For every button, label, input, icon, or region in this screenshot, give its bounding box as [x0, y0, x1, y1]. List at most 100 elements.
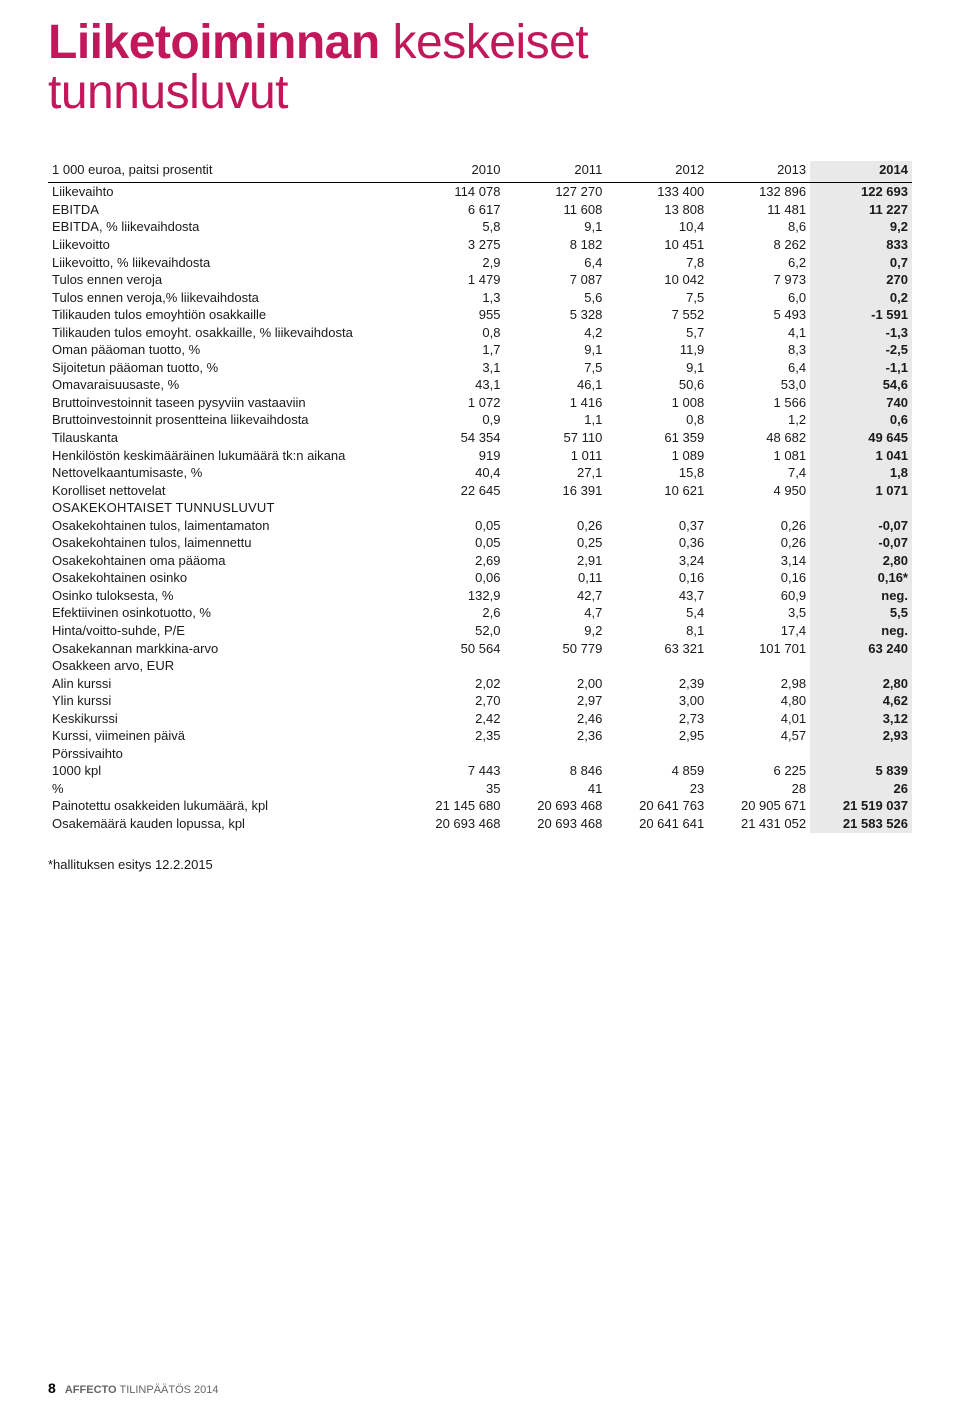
- cell: [606, 745, 708, 763]
- cell-current: neg.: [810, 587, 912, 605]
- cell: 3,24: [606, 552, 708, 570]
- footer-brand: AFFECTO: [65, 1384, 117, 1396]
- cell: 7 552: [606, 306, 708, 324]
- cell: 2,97: [504, 692, 606, 710]
- cell: 3,1: [403, 359, 505, 377]
- cell: 2,39: [606, 675, 708, 693]
- cell: 8,1: [606, 622, 708, 640]
- year-col-current: 2014: [810, 161, 912, 183]
- cell: 40,4: [403, 464, 505, 482]
- cell-current: 26: [810, 780, 912, 798]
- cell: 0,8: [606, 411, 708, 429]
- cell: 57 110: [504, 429, 606, 447]
- cell: 9,1: [504, 341, 606, 359]
- cell: 4,7: [504, 604, 606, 622]
- cell: 9,1: [504, 218, 606, 236]
- page-number: 8: [48, 1380, 56, 1396]
- cell-current: 5,5: [810, 604, 912, 622]
- cell: 5,4: [606, 604, 708, 622]
- cell: 20 693 468: [504, 815, 606, 833]
- cell: 20 641 763: [606, 797, 708, 815]
- cell: 43,7: [606, 587, 708, 605]
- unit-label: 1 000 euroa, paitsi prosentit: [48, 161, 403, 183]
- cell: 0,25: [504, 534, 606, 552]
- cell-current: 9,2: [810, 218, 912, 236]
- cell: 41: [504, 780, 606, 798]
- cell: 4,1: [708, 324, 810, 342]
- cell-current: 2,80: [810, 552, 912, 570]
- row-label: Kurssi, viimeinen päivä: [48, 727, 403, 745]
- row-label: Keskikurssi: [48, 710, 403, 728]
- cell: 2,02: [403, 675, 505, 693]
- cell: 4,01: [708, 710, 810, 728]
- cell: 1,7: [403, 341, 505, 359]
- cell-current: neg.: [810, 622, 912, 640]
- row-label: EBITDA: [48, 201, 403, 219]
- cell: 28: [708, 780, 810, 798]
- cell: 1,2: [708, 411, 810, 429]
- row-label: Tulos ennen veroja,% liikevaihdosta: [48, 289, 403, 307]
- cell: 13 808: [606, 201, 708, 219]
- cell-current: -1 591: [810, 306, 912, 324]
- row-label: Osinko tuloksesta, %: [48, 587, 403, 605]
- cell: [708, 657, 810, 675]
- cell: [403, 657, 505, 675]
- cell-current: -1,3: [810, 324, 912, 342]
- cell-current: -0,07: [810, 534, 912, 552]
- cell: 10 042: [606, 271, 708, 289]
- cell: 20 693 468: [504, 797, 606, 815]
- cell-current: 0,16*: [810, 569, 912, 587]
- cell: 132,9: [403, 587, 505, 605]
- cell-current: 21 519 037: [810, 797, 912, 815]
- cell: 6,4: [504, 254, 606, 272]
- table-row: Keskikurssi2,422,462,734,013,12: [48, 710, 912, 728]
- cell: 2,9: [403, 254, 505, 272]
- cell: 0,11: [504, 569, 606, 587]
- cell: 2,91: [504, 552, 606, 570]
- row-label: Osakekohtainen tulos, laimentamaton: [48, 517, 403, 535]
- cell: 20 693 468: [403, 815, 505, 833]
- table-row: Henkilöstön keskimääräinen lukumäärä tk:…: [48, 447, 912, 465]
- table-row: Ylin kurssi2,702,973,004,804,62: [48, 692, 912, 710]
- row-label: Osakekohtainen osinko: [48, 569, 403, 587]
- cell: 11,9: [606, 341, 708, 359]
- cell: 1 416: [504, 394, 606, 412]
- cell: [403, 745, 505, 763]
- cell: 7,5: [606, 289, 708, 307]
- cell-current: -0,07: [810, 517, 912, 535]
- cell: 7,4: [708, 464, 810, 482]
- cell: 6,0: [708, 289, 810, 307]
- cell-current: 54,6: [810, 376, 912, 394]
- cell: 21 145 680: [403, 797, 505, 815]
- cell: 46,1: [504, 376, 606, 394]
- cell: 23: [606, 780, 708, 798]
- cell: 8 182: [504, 236, 606, 254]
- cell: 2,36: [504, 727, 606, 745]
- section-heading: OSAKEKOHTAISET TUNNUSLUVUT: [48, 499, 403, 517]
- cell: 955: [403, 306, 505, 324]
- cell-current: 21 583 526: [810, 815, 912, 833]
- cell: 61 359: [606, 429, 708, 447]
- table-row: Alin kurssi2,022,002,392,982,80: [48, 675, 912, 693]
- cell-current: 4,62: [810, 692, 912, 710]
- cell: 5,8: [403, 218, 505, 236]
- cell: 42,7: [504, 587, 606, 605]
- cell: 43,1: [403, 376, 505, 394]
- cell: 11 481: [708, 201, 810, 219]
- cell: 6 225: [708, 762, 810, 780]
- cell: 0,05: [403, 534, 505, 552]
- footer-doc: TILINPÄÄTÖS 2014: [119, 1384, 218, 1396]
- title-word-1: Liiketoiminnan: [48, 16, 380, 69]
- cell: 10,4: [606, 218, 708, 236]
- cell: 6,2: [708, 254, 810, 272]
- cell: 5,6: [504, 289, 606, 307]
- row-label: Sijoitetun pääoman tuotto, %: [48, 359, 403, 377]
- table-row: EBITDA6 61711 60813 80811 48111 227: [48, 201, 912, 219]
- cell: 2,95: [606, 727, 708, 745]
- cell: 3 275: [403, 236, 505, 254]
- cell: [504, 657, 606, 675]
- cell-current: 2,93: [810, 727, 912, 745]
- table-row: Tulos ennen veroja1 4797 08710 0427 9732…: [48, 271, 912, 289]
- cell: 21 431 052: [708, 815, 810, 833]
- row-label: Tilikauden tulos emoyhtiön osakkaille: [48, 306, 403, 324]
